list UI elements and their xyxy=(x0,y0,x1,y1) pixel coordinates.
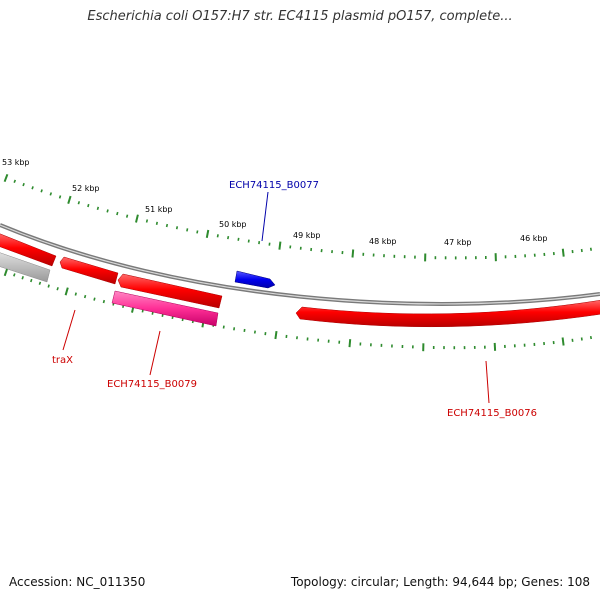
inner-track-minor-tick xyxy=(56,287,59,291)
outer-track-minor-tick xyxy=(116,211,119,216)
outer-track-minor-tick xyxy=(247,239,250,243)
inner-track-minor-tick xyxy=(21,276,24,280)
inner-track-minor-tick xyxy=(102,299,106,304)
gene-label-b0079[interactable]: ECH74115_B0079 xyxy=(107,379,197,390)
gene-features xyxy=(0,233,600,328)
gene-feature-red-2[interactable] xyxy=(59,256,119,285)
inner-track-minor-tick xyxy=(93,297,96,301)
gene-label-b0076[interactable]: ECH74115_B0076 xyxy=(447,408,537,419)
gene-feature-red-long[interactable] xyxy=(295,300,600,328)
outer-track-minor-tick xyxy=(186,228,189,232)
outer-track-minor-tick xyxy=(49,192,53,196)
outer-track-major-tick xyxy=(135,214,139,223)
outer-track-major-tick xyxy=(67,195,72,205)
inner-track-major-tick xyxy=(561,337,565,346)
inner-track-major-tick xyxy=(3,267,9,277)
leader-line-trax xyxy=(62,309,76,351)
outer-track-minor-tick xyxy=(31,186,34,190)
inner-track-minor-tick xyxy=(13,273,16,277)
inner-track-major-tick xyxy=(348,339,352,348)
topology-summary-text: Topology: circular; Length: 94,644 bp; G… xyxy=(290,575,590,589)
tick-label-46kbp: 46 kbp xyxy=(520,234,548,243)
outer-track-minor-tick xyxy=(77,201,81,205)
map-title: Escherichia coli O157:H7 str. EC4115 pla… xyxy=(87,9,513,24)
tick-label-47kbp: 47 kbp xyxy=(444,238,472,247)
outer-track-major-tick xyxy=(351,249,355,258)
outer-track-minor-tick xyxy=(58,195,62,199)
gene-feature-blue[interactable] xyxy=(234,270,276,289)
outer-track-minor-tick xyxy=(589,247,592,251)
inner-track-minor-tick xyxy=(589,335,592,340)
accession-text: Accession: NC_011350 xyxy=(9,575,146,589)
leader-line-b0076 xyxy=(485,360,490,404)
gene-label-trax[interactable]: traX xyxy=(52,355,73,366)
inner-track-minor-tick xyxy=(47,284,50,288)
gene-feature-left-red[interactable] xyxy=(0,233,57,267)
inner-track-minor-tick xyxy=(38,281,42,285)
outer-track-minor-tick xyxy=(106,209,109,213)
outer-track-minor-tick xyxy=(237,237,240,241)
inner-track-major-tick xyxy=(274,330,278,340)
outer-tick-track xyxy=(3,173,592,262)
inner-track-minor-tick xyxy=(74,292,77,296)
outer-track-minor-tick xyxy=(13,179,17,183)
inner-track-minor-tick xyxy=(253,330,256,334)
plasmid-backbone-highlight xyxy=(0,224,600,305)
tick-label-52kbp: 52 kbp xyxy=(72,184,100,193)
tick-label-49kbp: 49 kbp xyxy=(293,231,321,240)
tick-label-50kbp: 50 kbp xyxy=(219,220,247,229)
tick-label-53kbp: 53 kbp xyxy=(2,158,30,167)
outer-track-major-tick xyxy=(205,229,210,238)
outer-track-minor-tick xyxy=(125,214,129,218)
outer-track-minor-tick xyxy=(165,223,169,228)
outer-track-minor-tick xyxy=(175,226,179,230)
inner-track-minor-tick xyxy=(222,325,225,329)
outer-track-minor-tick xyxy=(145,219,149,223)
outer-track-minor-tick xyxy=(87,203,90,208)
outer-track-major-tick xyxy=(278,241,282,250)
outer-track-minor-tick xyxy=(216,234,219,238)
outer-track-minor-tick xyxy=(227,235,230,240)
inner-track-minor-tick xyxy=(83,294,87,299)
outer-track-major-tick xyxy=(561,248,565,257)
gene-feature-gray[interactable] xyxy=(0,252,51,283)
outer-track-minor-tick xyxy=(96,206,100,211)
inner-track-minor-tick xyxy=(30,278,33,283)
leader-line-b0077 xyxy=(261,191,269,242)
outer-track-minor-tick xyxy=(22,182,25,187)
leader-line-b0079 xyxy=(149,330,161,376)
outer-track-minor-tick xyxy=(196,230,199,234)
gene-label-b0077[interactable]: ECH74115_B0077 xyxy=(229,180,319,191)
outer-track-minor-tick xyxy=(155,221,158,225)
outer-track-minor-tick xyxy=(40,189,43,193)
outer-track-major-tick xyxy=(3,173,9,183)
tick-label-48kbp: 48 kbp xyxy=(369,237,397,246)
gene-feature-pink[interactable] xyxy=(111,290,219,327)
gene-feature-red-3[interactable] xyxy=(117,273,223,309)
tick-label-51kbp: 51 kbp xyxy=(145,205,173,214)
inner-track-major-tick xyxy=(64,287,69,296)
